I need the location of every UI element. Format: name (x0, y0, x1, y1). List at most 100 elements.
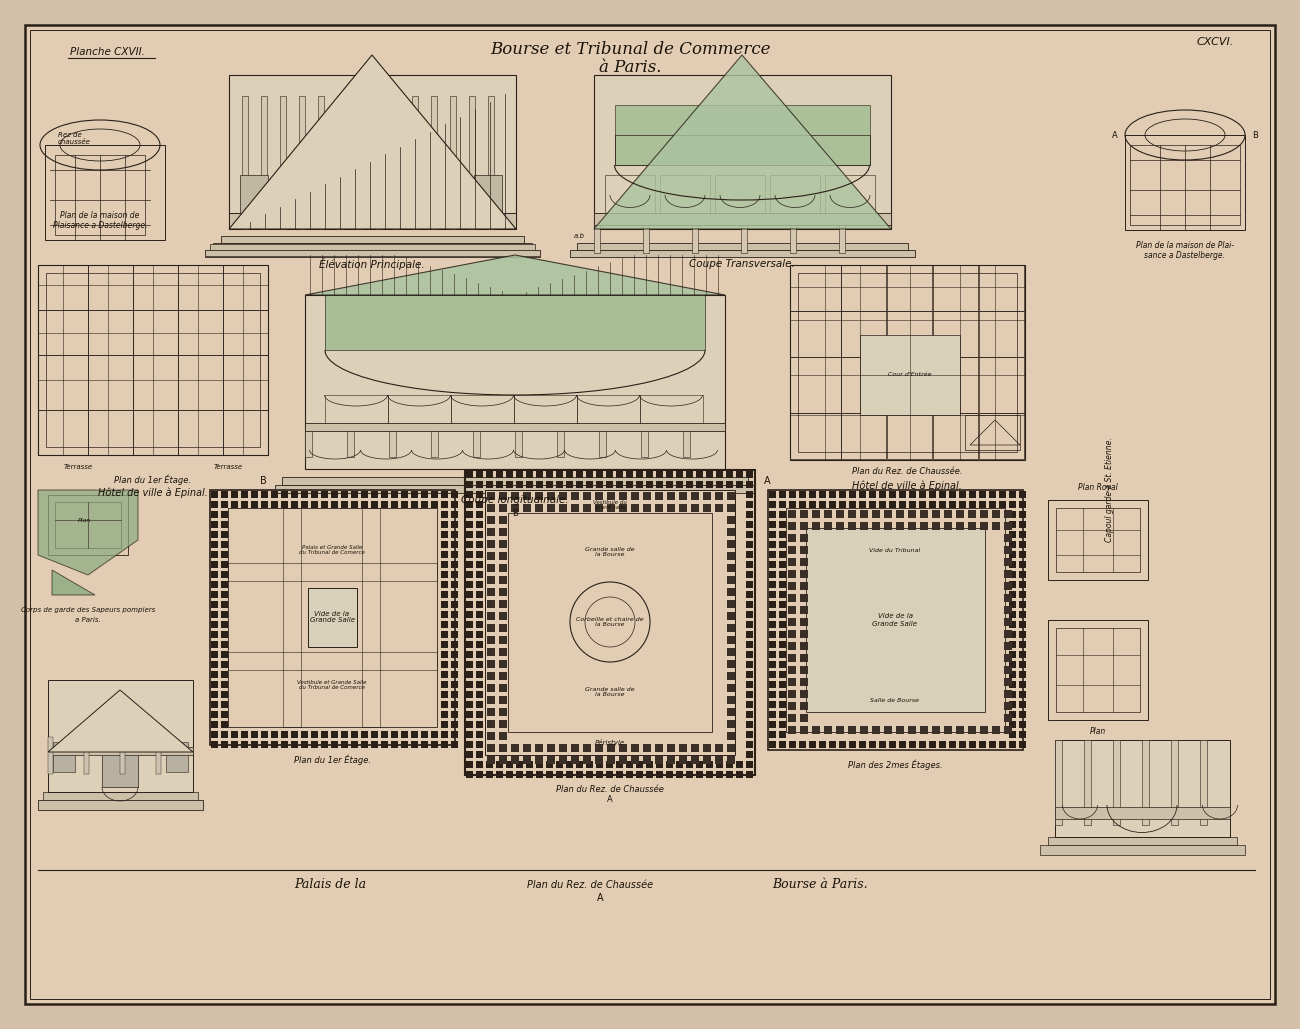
Bar (46, 145, 165, 240)
Bar (848, 726, 855, 734)
Bar (465, 551, 473, 558)
Bar (261, 741, 268, 748)
Bar (746, 731, 753, 738)
Bar (465, 611, 473, 618)
Bar (465, 591, 473, 598)
Bar (861, 335, 959, 415)
Bar (715, 504, 723, 512)
Bar (861, 726, 868, 734)
Bar (879, 491, 887, 498)
Bar (38, 265, 268, 455)
Bar (939, 741, 946, 748)
Bar (1009, 551, 1017, 558)
Bar (779, 721, 786, 728)
Bar (627, 481, 633, 488)
Bar (666, 761, 673, 768)
Bar (1009, 651, 1017, 658)
Bar (824, 726, 832, 734)
Bar (499, 600, 507, 608)
Bar (421, 731, 428, 738)
Bar (526, 481, 533, 488)
Bar (594, 213, 601, 253)
Bar (727, 492, 734, 500)
Bar (770, 561, 776, 568)
Bar (547, 744, 555, 752)
Bar (838, 501, 846, 508)
Bar (341, 741, 348, 748)
Bar (465, 541, 473, 548)
Text: A: A (597, 893, 603, 903)
Bar (221, 236, 524, 243)
Bar (523, 744, 530, 752)
Bar (451, 591, 458, 598)
Bar (727, 636, 734, 644)
Bar (281, 491, 289, 498)
Bar (616, 761, 623, 768)
Bar (476, 731, 484, 738)
Bar (838, 741, 846, 748)
Bar (499, 732, 507, 740)
Bar (1019, 531, 1026, 538)
Bar (1009, 661, 1017, 668)
Text: Palais et Grande Salle
du Tribunal de Comerce: Palais et Grande Salle du Tribunal de Co… (299, 544, 365, 556)
Bar (909, 501, 916, 508)
Bar (240, 175, 268, 213)
Bar (959, 741, 966, 748)
Bar (341, 501, 348, 508)
Bar (1113, 740, 1121, 825)
Bar (178, 410, 224, 455)
Bar (692, 504, 699, 512)
Bar (1019, 561, 1026, 568)
Bar (441, 631, 448, 638)
Bar (790, 311, 841, 357)
Bar (465, 721, 473, 728)
Bar (627, 761, 633, 768)
Bar (465, 501, 473, 508)
Bar (536, 481, 543, 488)
Bar (476, 661, 484, 668)
Bar (261, 96, 268, 229)
Bar (536, 744, 543, 752)
Bar (779, 501, 786, 508)
Bar (879, 501, 887, 508)
Bar (499, 504, 507, 512)
Bar (400, 501, 408, 508)
Bar (441, 561, 448, 568)
Bar (1019, 521, 1026, 528)
Bar (788, 702, 796, 710)
Bar (779, 601, 786, 608)
Bar (879, 741, 887, 748)
Bar (476, 721, 484, 728)
Bar (576, 481, 582, 488)
Bar (569, 250, 915, 257)
Bar (347, 427, 354, 457)
Bar (809, 501, 816, 508)
Bar (240, 741, 248, 748)
Bar (595, 504, 603, 512)
Text: Plan de la maison de Plai-: Plan de la maison de Plai- (1136, 241, 1234, 249)
Bar (800, 630, 809, 638)
Bar (38, 410, 88, 455)
Bar (488, 588, 495, 596)
Bar (788, 582, 796, 590)
Bar (283, 508, 302, 728)
Bar (656, 761, 663, 768)
Bar (421, 741, 428, 748)
Text: chaussée: chaussée (58, 139, 91, 145)
Text: Hôtel de ville à Epinal.: Hôtel de ville à Epinal. (98, 488, 208, 498)
Bar (451, 531, 458, 538)
Bar (627, 771, 633, 778)
Bar (302, 501, 308, 508)
Bar (607, 756, 615, 764)
Bar (441, 551, 448, 558)
Bar (451, 691, 458, 698)
Bar (566, 471, 573, 478)
Bar (451, 721, 458, 728)
Bar (1040, 845, 1245, 855)
Bar (615, 135, 870, 165)
Bar (499, 648, 507, 657)
Bar (465, 651, 473, 658)
Bar (270, 491, 278, 498)
Bar (829, 741, 836, 748)
Bar (679, 756, 686, 764)
